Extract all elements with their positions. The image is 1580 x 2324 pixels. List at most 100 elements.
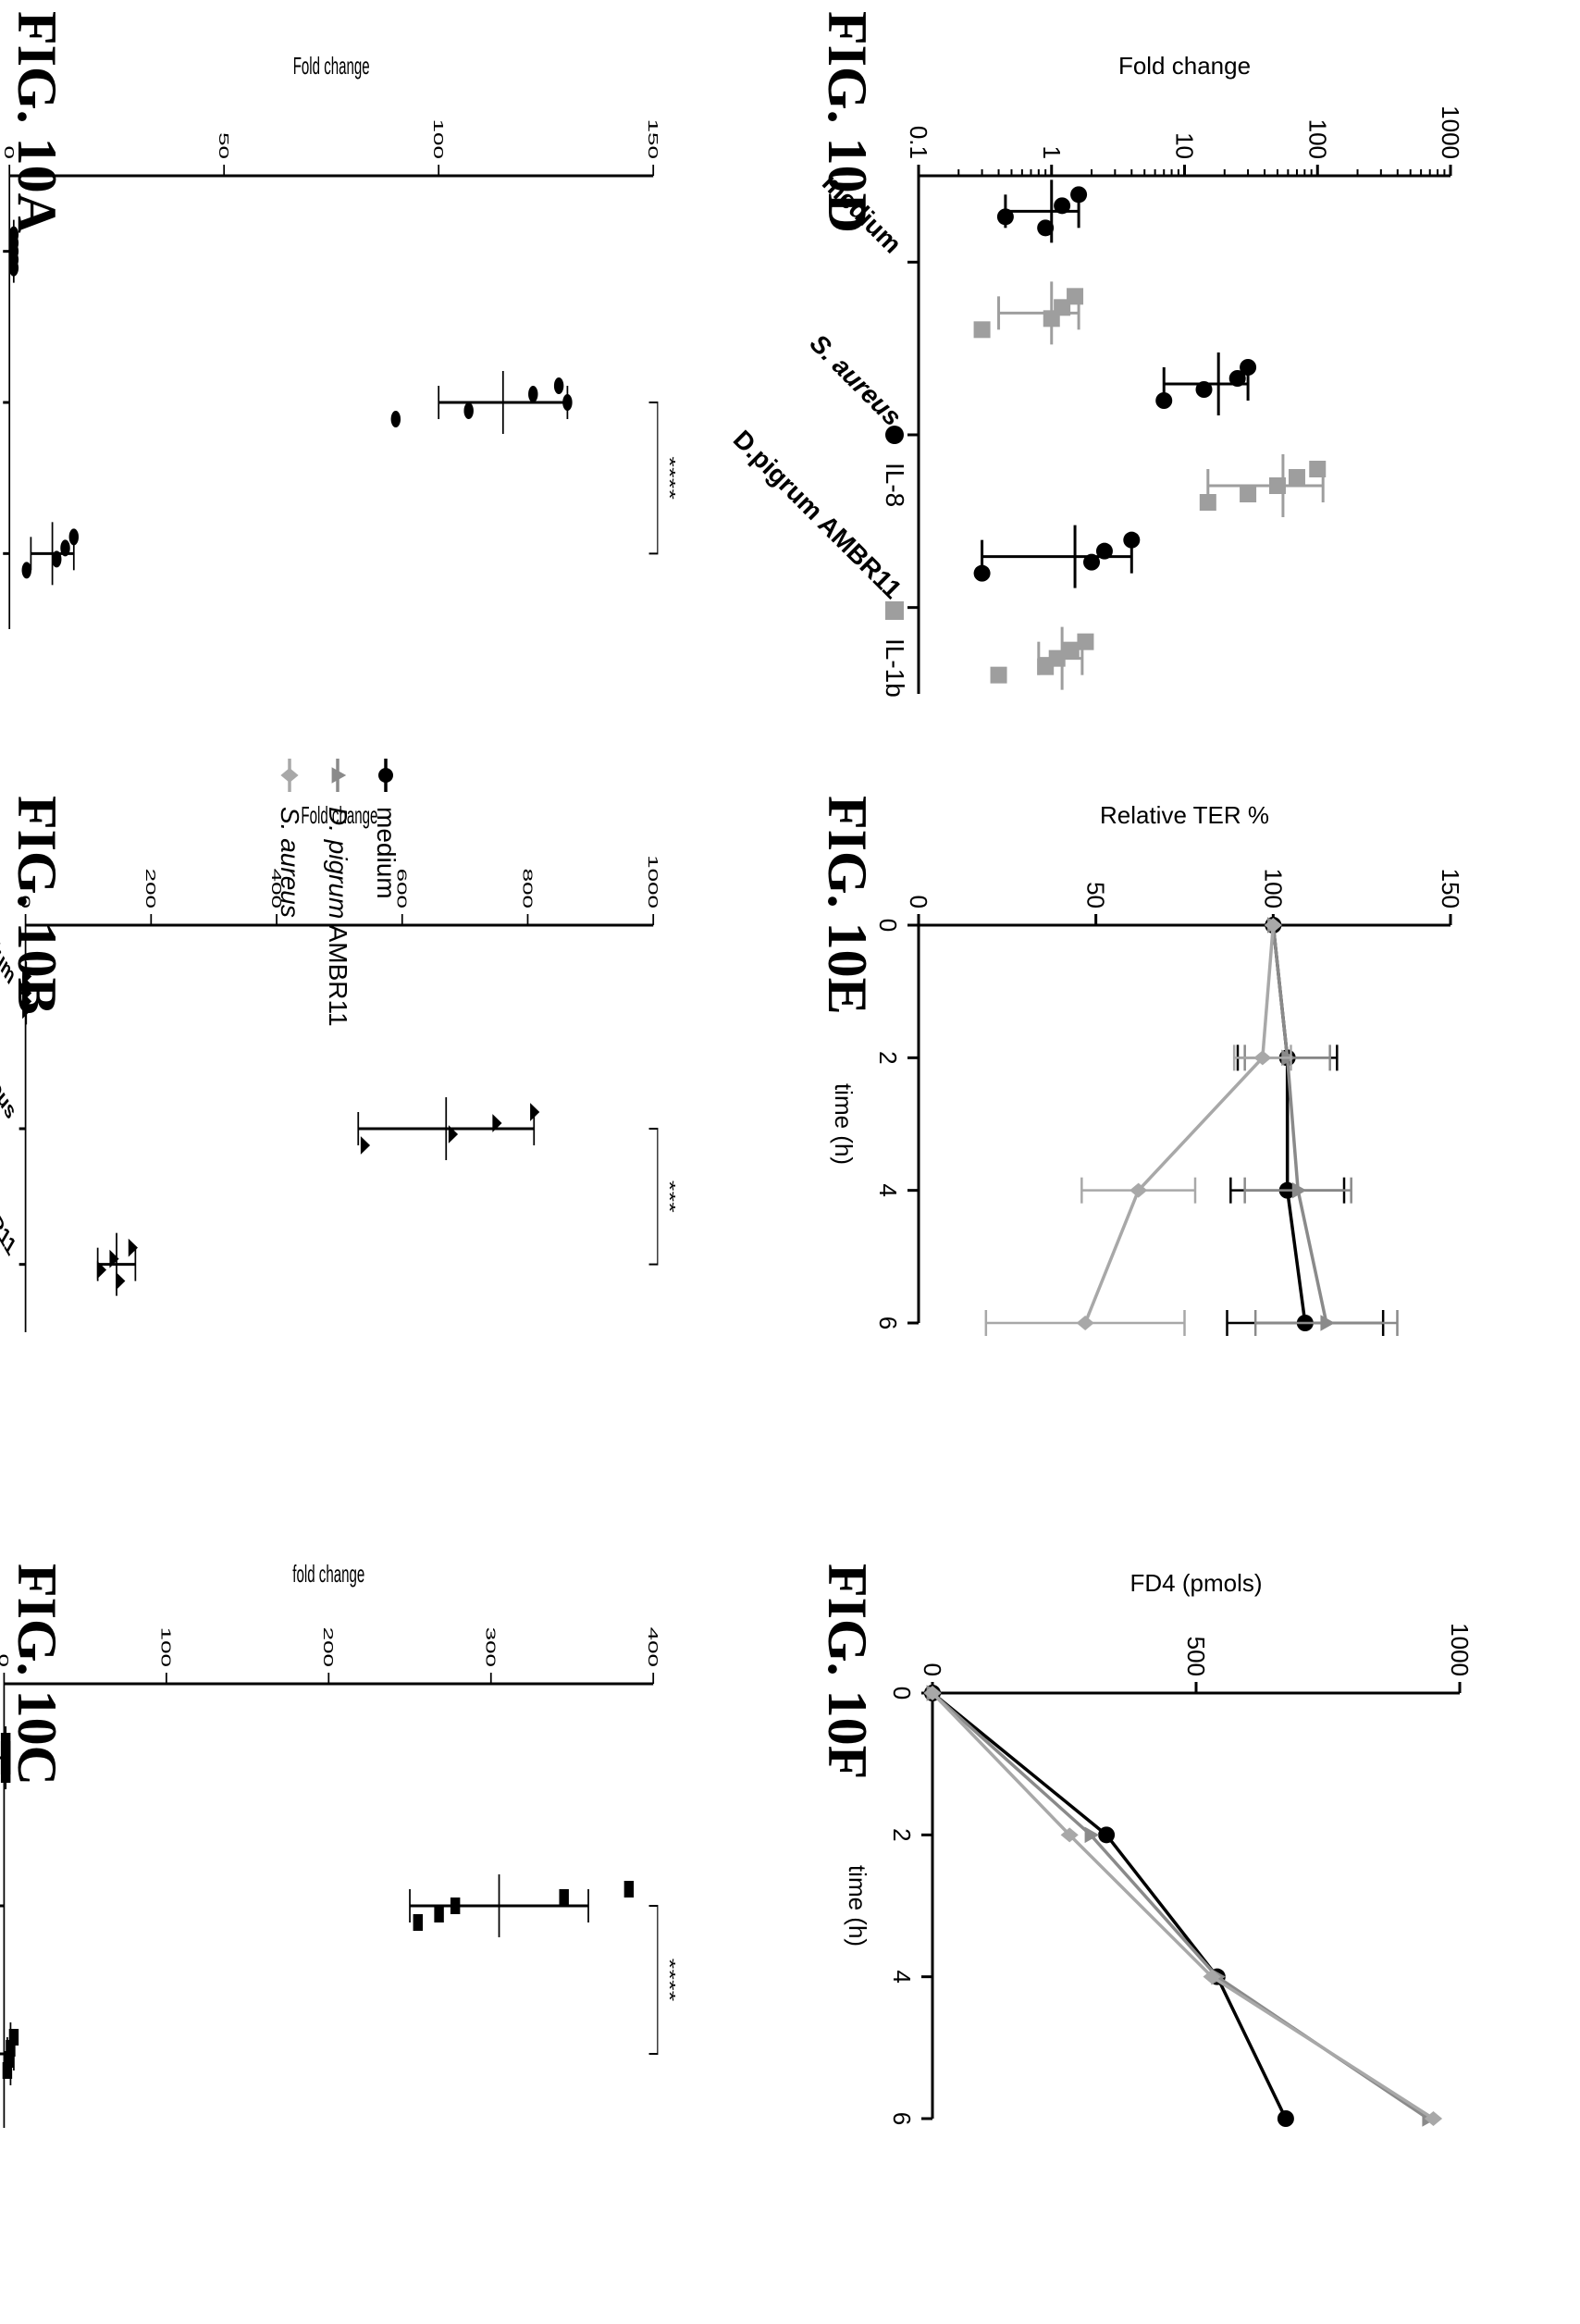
panel-fig-10f: 0 500 1000 FD4 (pmols) 0 2 4 6 time (h) bbox=[844, 1569, 1474, 2127]
fig-10f-y-tick-label: 500 bbox=[1182, 1637, 1210, 1676]
fig-10a-category-label: D.pigrum AMBR11 bbox=[0, 370, 3, 550]
fig-10c-significance-label: **** bbox=[660, 1959, 678, 2002]
fig-10a-category-label: medium bbox=[0, 157, 3, 248]
fig-10d-legend-label: IL-1b bbox=[881, 638, 909, 698]
fig-10b-y-tick-label: 800 bbox=[520, 869, 536, 909]
fig-10c-series-point bbox=[559, 1889, 569, 1906]
panel-fig-10e: 0 50 100 150 Relative TER % 0 2 4 6 time (h) mediu… bbox=[276, 759, 1464, 1336]
fig-10e-label: FIG. 10E bbox=[817, 796, 878, 1015]
fig-10f-series-3-point bbox=[1203, 1969, 1221, 1984]
fig-10e-legend-label: medium bbox=[372, 807, 401, 899]
fig-10c-y-tick-label: 100 bbox=[158, 1627, 174, 1667]
fig-10f-y-axis-label: FD4 (pmols) bbox=[1129, 1569, 1262, 1597]
fig-10c-series-point bbox=[434, 1906, 444, 1922]
fig-10b-series-point bbox=[530, 1103, 540, 1121]
fig-10f-series-3-point bbox=[923, 1686, 942, 1700]
fig-10b-series-point bbox=[116, 1271, 126, 1291]
fig-10b-y-tick-label: 400 bbox=[268, 869, 284, 909]
fig-10e-legend-label-italic: S. aureus bbox=[276, 807, 304, 918]
fig-10f-series-2-line bbox=[931, 1691, 1429, 2120]
fig-10d-y-axis-label: Fold change bbox=[1118, 52, 1251, 80]
fig-10f-series-1-point bbox=[1098, 1826, 1116, 1844]
fig-10b-series-point bbox=[360, 1136, 371, 1155]
fig-10f-series-1-line bbox=[931, 1691, 1288, 2120]
fig-10b-y-tick-label: 0 bbox=[18, 896, 33, 909]
fig-10e-legend-label: D. pigrum AMBR11 bbox=[324, 807, 352, 1027]
fig-10c-series-point bbox=[413, 1914, 424, 1931]
fig-10b-significance-bracket bbox=[648, 1128, 659, 1266]
fig-10c-label: FIG. 10C bbox=[6, 1564, 68, 1786]
fig-10a-series-point bbox=[463, 402, 474, 419]
fig-10e-series-3-point bbox=[1264, 918, 1282, 933]
panel-fig-10a: 0 50 100 150 Fold change medium S. aureusD.pig… bbox=[0, 53, 678, 629]
fig-10b-significance-label: *** bbox=[660, 1181, 678, 1214]
fig-10e-series-2-point bbox=[1291, 1181, 1307, 1199]
fig-10e-legend-marker bbox=[280, 768, 299, 783]
fig-10e-legend-marker bbox=[331, 767, 347, 784]
fig-10c-y-tick-label: 0 bbox=[0, 1654, 12, 1667]
fig-10e-y-tick-label: 50 bbox=[1082, 882, 1110, 909]
fig-10a-y-tick-label: 0 bbox=[1, 146, 17, 159]
fig-10e-x-axis-label: time (h) bbox=[830, 1083, 858, 1165]
fig-10f-x-axis-label: time (h) bbox=[844, 1865, 871, 1947]
fig-10a-series-point bbox=[21, 562, 31, 579]
fig-10d-y-tick-label: 0.1 bbox=[905, 126, 932, 159]
fig-10b-series-point bbox=[22, 1000, 32, 1020]
fig-10b-series-point bbox=[128, 1238, 138, 1257]
fig-10d-y-tick-label: 100 bbox=[1303, 119, 1331, 159]
fig-10f-x-tick-label: 6 bbox=[888, 2112, 916, 2125]
fig-10e-x-tick-label: 0 bbox=[874, 919, 902, 932]
fig-10e-y-axis-label: Relative TER % bbox=[1100, 801, 1269, 829]
fig-10f-y-tick-label: 1000 bbox=[1446, 1623, 1474, 1676]
fig-10c-significance-bracket bbox=[648, 1905, 659, 2055]
fig-10d-legend-marker bbox=[885, 601, 904, 620]
fig-10d-category-label: S. aureus bbox=[805, 328, 907, 431]
fig-10a-y-axis-label: Fold change bbox=[293, 53, 370, 80]
fig-10c-y-tick-label: 300 bbox=[483, 1627, 499, 1667]
fig-10c-y-axis-label: fold change bbox=[292, 1561, 364, 1588]
fig-10e-x-tick-label: 6 bbox=[874, 1317, 902, 1329]
fig-10e-series-3-point bbox=[1129, 1182, 1148, 1198]
fig-10a-series-point bbox=[553, 377, 564, 394]
fig-10a-category-label: S. aureus bbox=[0, 296, 3, 400]
fig-10b-y-axis-label: Fold change bbox=[301, 802, 377, 829]
fig-10e-series-3-point bbox=[1253, 1050, 1272, 1066]
fig-10e-series-3-point bbox=[1076, 1316, 1094, 1330]
fig-10b-label: FIG. 10B bbox=[6, 796, 68, 1015]
fig-10e-x-tick-label: 4 bbox=[874, 1183, 902, 1196]
fig-10a-label: FIG. 10A bbox=[6, 11, 68, 233]
fig-10d-series-2-point bbox=[1240, 486, 1257, 502]
fig-10d-series-2-point bbox=[1077, 633, 1094, 650]
fig-10e-x-tick-label: 2 bbox=[874, 1051, 902, 1064]
fig-10f-x-tick-label: 0 bbox=[888, 1687, 916, 1700]
fig-10d-y-tick-label: 1 bbox=[1038, 146, 1066, 159]
fig-10a-significance-bracket bbox=[648, 402, 659, 555]
fig-10a-y-tick-label: 50 bbox=[216, 132, 231, 159]
fig-10b-y-tick-label: 1000 bbox=[645, 855, 660, 909]
fig-10f-series-3-line bbox=[931, 1691, 1435, 2120]
fig-10b-category-label: S. aureus bbox=[0, 1022, 19, 1126]
fig-10e-legend-label-suffix: AMBR11 bbox=[324, 919, 352, 1026]
fig-10f-x-tick-label: 2 bbox=[888, 1828, 916, 1841]
fig-10f-y-tick-label: 0 bbox=[919, 1663, 946, 1676]
fig-10d-category-label: D.pigrum AMBR11 bbox=[728, 425, 907, 604]
fig-10f-series-3-point bbox=[1060, 1827, 1079, 1843]
fig-10d-series-2-point bbox=[990, 666, 1007, 684]
fig-10c-y-tick-label: 200 bbox=[321, 1627, 337, 1667]
fig-10e-y-tick-label: 150 bbox=[1437, 869, 1464, 909]
fig-10e-series-2-point bbox=[1320, 1315, 1336, 1331]
fig-10d-label: FIG. 10D bbox=[817, 11, 878, 233]
fig-10d-series-1-point bbox=[1037, 219, 1055, 237]
fig-10c-series-point bbox=[623, 1881, 635, 1898]
fig-10e-legend-marker bbox=[378, 768, 393, 783]
fig-10d-series-2-point bbox=[1062, 641, 1080, 659]
fig-10b-y-tick-label: 200 bbox=[143, 869, 159, 909]
fig-10d-series-2-point bbox=[973, 321, 991, 339]
fig-10d-y-tick-label: 1000 bbox=[1437, 105, 1464, 159]
fig-10a-y-tick-label: 150 bbox=[645, 119, 660, 159]
fig-10d-legend-marker bbox=[885, 426, 904, 444]
fig-10b-y-tick-label: 600 bbox=[394, 869, 410, 909]
